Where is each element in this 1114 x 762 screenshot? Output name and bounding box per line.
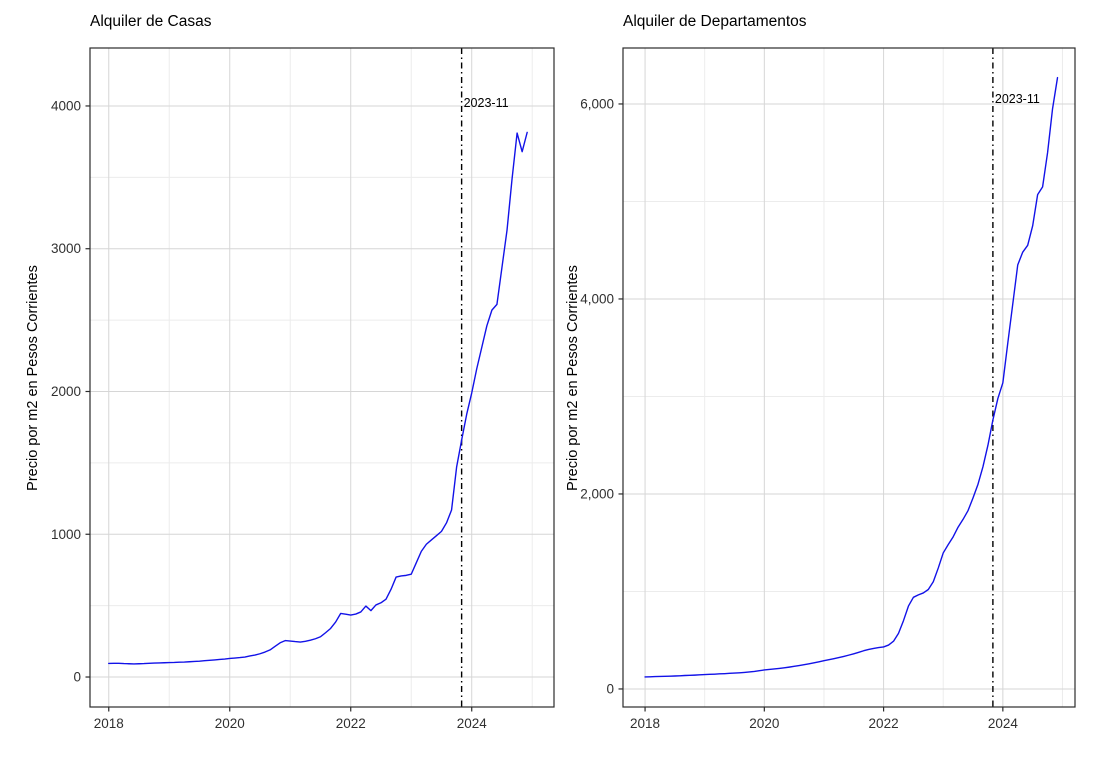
departamentos-x-tick-label: 2024 bbox=[988, 716, 1019, 731]
departamentos-y-tick-label: 4,000 bbox=[580, 291, 614, 306]
casas-y-tick-label: 3000 bbox=[51, 241, 81, 256]
departamentos-y-tick-label: 2,000 bbox=[580, 486, 614, 501]
casas-y-tick-label: 2000 bbox=[51, 384, 81, 399]
casas-reference-date-label: 2023-11 bbox=[464, 96, 509, 110]
departamentos-y-tick-label: 6,000 bbox=[580, 96, 614, 111]
departamentos-price-line bbox=[644, 76, 1059, 678]
casas-x-tick-label: 2018 bbox=[94, 716, 124, 731]
casas-panel-border bbox=[89, 47, 555, 708]
departamentos-title: Alquiler de Departamentos bbox=[623, 13, 807, 30]
departamentos-reference-date-label: 2023-11 bbox=[995, 92, 1040, 106]
casas-y-tick-label: 1000 bbox=[51, 527, 81, 542]
casas-x-tick-label: 2022 bbox=[336, 716, 366, 731]
casas-price-line bbox=[108, 131, 528, 665]
departamentos-x-tick-label: 2018 bbox=[630, 716, 660, 731]
departamentos-y-tick-label: 0 bbox=[606, 681, 614, 696]
casas-y-tick-label: 0 bbox=[73, 670, 81, 685]
departamentos-panel-background bbox=[623, 48, 1075, 707]
departamentos-panel-border bbox=[622, 47, 1076, 708]
departamentos-x-tick-label: 2022 bbox=[869, 716, 899, 731]
departamentos-x-tick-label: 2020 bbox=[749, 716, 779, 731]
casas-y-tick-label: 4000 bbox=[51, 98, 81, 113]
casas-title: Alquiler de Casas bbox=[90, 13, 212, 30]
casas-x-tick-label: 2024 bbox=[457, 716, 488, 731]
casas-panel-background bbox=[90, 48, 554, 707]
casas-x-tick-label: 2020 bbox=[215, 716, 245, 731]
